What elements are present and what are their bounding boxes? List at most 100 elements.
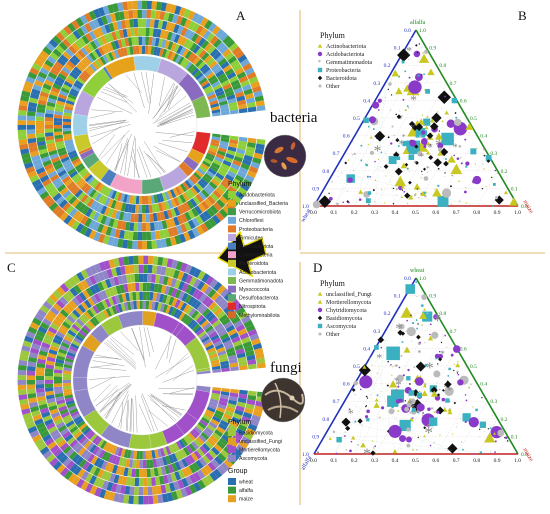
group-ring-cell [109,227,117,238]
grid-line [364,365,417,455]
group-ring-cell [44,418,54,426]
group-ring-cell [88,229,97,240]
group-ring-cell [173,33,181,44]
group-ring-cell [210,106,220,111]
taxon-point-square [408,390,415,396]
group-ring-cell [209,278,219,289]
phylum-ring-segment [128,433,152,450]
group-ring-cell [97,271,105,282]
tree-branch [139,327,146,368]
group-ring-cell [256,357,266,364]
tree-branch [111,336,134,355]
taxon-point-circle [366,409,370,414]
group-ring-cell [34,334,44,342]
group-ring-cell [55,141,65,147]
taxon-point-triangle [468,386,471,389]
group-ring-cell [109,473,116,483]
group-ring-cell [246,71,257,80]
taxon-point-diamond [417,436,420,439]
bacteria-microscopy-image [263,134,307,178]
group-ring-cell [142,204,146,214]
group-ring-cell [104,43,111,53]
taxon-point-triangle [493,432,497,435]
taxon-point-triangle [447,409,453,415]
taxon-point-circle [473,453,476,455]
tree-branch [96,96,133,114]
taxon-point-square [401,341,404,343]
taxon-point-diamond [422,167,427,171]
taxon-point-triangle [425,141,431,146]
group-ring-cell [126,212,132,222]
group-ring-cell [117,303,123,313]
group-ring-cell [135,291,140,301]
group-ring-cell [153,194,158,204]
group-ring-cell [213,175,223,184]
group-ring-cell [160,238,167,248]
taxon-point-circle [505,436,508,440]
tree-branch [127,135,136,176]
taxon-point-square [366,175,369,178]
taxon-point-triangle [380,188,383,191]
group-ring-cell [127,467,133,477]
group-ring-cell [69,287,79,297]
group-ring-cell [22,412,33,420]
group-ring-cell [138,36,143,46]
group-ring-cell [200,79,210,88]
group-ring-cell [194,205,203,215]
group-ring-cell [69,207,78,218]
group-ring-cell [219,397,229,403]
group-ring-cell [133,486,139,496]
group-ring-cell [55,166,65,174]
taxon-point-other [379,416,381,418]
taxon-point-diamond [317,451,319,453]
group-ring-cell [142,282,148,292]
taxon-point-diamond [346,200,350,204]
group-ring-cell [183,8,191,19]
group-ring-cell [144,195,149,205]
group-ring-cell [78,180,87,189]
group-ring-cell [126,46,131,56]
group-ring-cell [49,51,60,61]
group-ring-cell [85,267,94,277]
taxon-point-other [492,425,495,428]
group-ring-cell [108,217,115,228]
taxon-point-triangle [485,185,487,188]
group-ring-cell [216,93,226,100]
tree-branch [120,331,139,351]
taxon-point-star: * [362,452,364,455]
group-ring-cell [197,270,206,281]
taxon-point-triangle [372,446,375,449]
group-ring-cell [67,22,77,33]
tree-branch [151,395,182,416]
group-ring-cell [111,445,118,455]
group-ring-cell [36,362,46,369]
group-ring-cell [161,48,168,58]
group-ring-cell [146,9,152,19]
group-ring-cell [82,172,91,181]
group-ring-cell [154,37,160,47]
group-ring-cell [32,317,42,326]
group-ring-cell [130,213,135,223]
taxon-point-triangle [360,442,366,448]
group-ring-cell [245,97,256,104]
tree-boundary [86,69,198,181]
group-ring-cell [71,220,81,231]
group-ring-cell [193,268,202,279]
group-ring-cell [177,459,185,470]
taxon-point-circle [359,388,362,391]
group-ring-cell [74,444,84,454]
group-ring-cell [96,213,104,223]
group-ring-cell [113,257,120,268]
group-ring-cell [65,332,75,340]
group-ring-cell [145,18,151,28]
taxon-point-diamond [370,450,376,456]
group-ring-cell [170,208,177,218]
group-ring-cell [191,227,200,238]
group-ring-cell [182,446,191,456]
group-ring-cell [135,459,140,469]
group-ring-cell [62,457,72,467]
group-ring-cell [83,56,92,66]
group-ring-cell [160,484,167,494]
group-ring-cell [173,216,180,226]
group-ring-cell [252,410,263,418]
